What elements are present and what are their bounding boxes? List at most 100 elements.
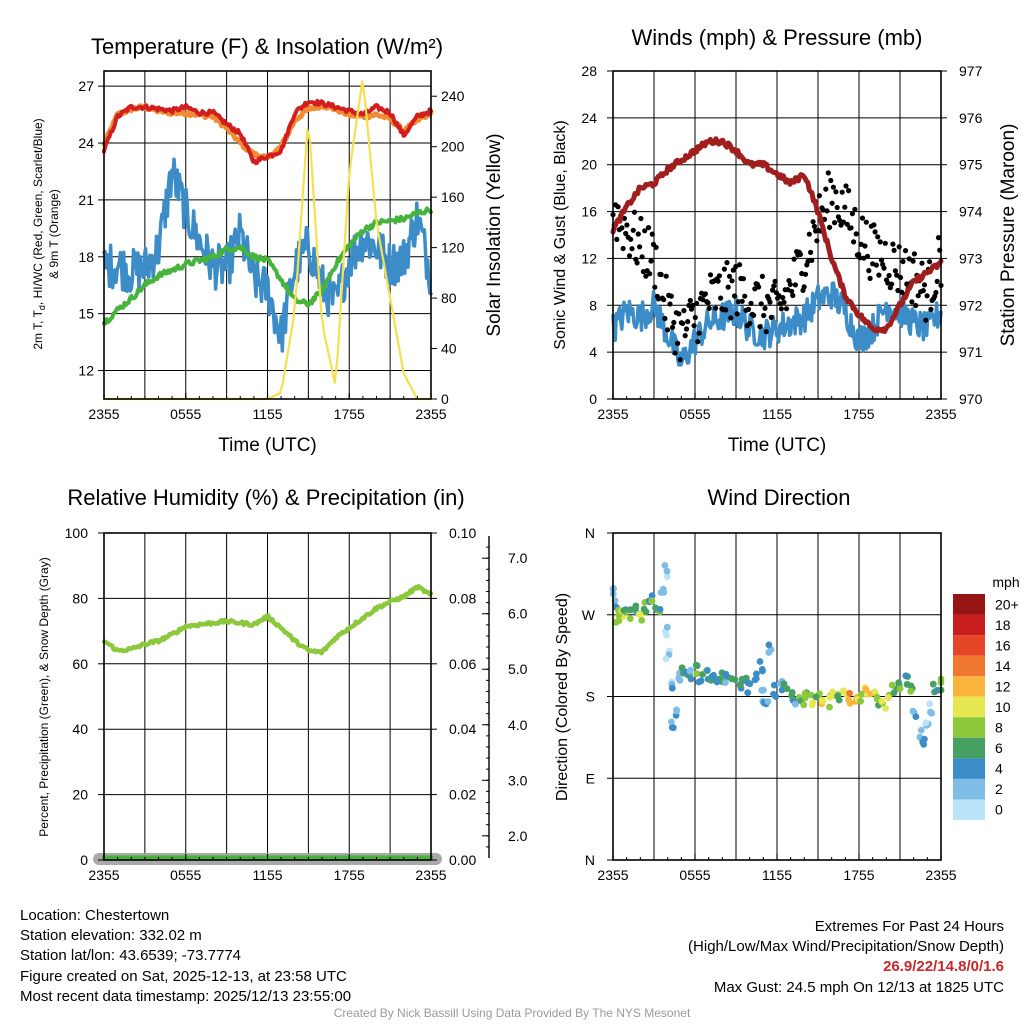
colorbar-label: 6: [995, 740, 1003, 756]
direction-point: [736, 681, 744, 689]
gust-point: [892, 268, 899, 274]
gust-point: [806, 231, 812, 237]
y-tick-label: 20: [72, 787, 88, 803]
y-tick-label: 24: [78, 135, 94, 151]
y-tick-label: 21: [78, 192, 94, 208]
y-tick-label: 12: [581, 250, 597, 266]
gust-point: [696, 330, 702, 336]
series-2m-t: [102, 98, 433, 166]
gust-point: [857, 255, 863, 261]
gust-point: [729, 278, 735, 284]
gust-point: [643, 273, 649, 279]
direction-point: [669, 724, 677, 732]
latlon-label: Station lat/lon: 43.6539; -73.7774: [20, 947, 242, 965]
gust-point: [846, 188, 852, 194]
y-right-tick-label: 200: [441, 139, 465, 155]
direction-point: [902, 672, 910, 680]
direction-point: [765, 641, 773, 649]
colorbar-swatch: [953, 676, 985, 697]
series-wind-chill: [102, 157, 433, 353]
colorbar-label: 14: [995, 658, 1011, 674]
y-tick-label: E: [586, 770, 595, 786]
gust-point: [658, 271, 664, 278]
gust-point: [637, 244, 643, 250]
direction-point: [752, 675, 760, 682]
y-axis-title-line1: 2m T, Td, HI/WC (Red, Green, Scarlet/Blu…: [31, 118, 47, 349]
created-label: Figure created on Sat, 2025-12-13, at 23…: [20, 967, 347, 985]
extremes-panel: Extremes For Past 24 Hours (High/Low/Max…: [688, 917, 1004, 998]
recent-data-label: Most recent data timestamp: 2025/12/13 2…: [20, 987, 352, 1005]
y-tick-label: 60: [72, 656, 88, 672]
gust-point: [919, 260, 925, 266]
gust-point: [891, 247, 897, 253]
gust-point: [745, 306, 752, 312]
x-tick-label: 1755: [843, 406, 874, 422]
gust-point: [808, 249, 814, 255]
direction-point: [770, 681, 778, 689]
gust-point: [628, 236, 634, 242]
gust-point: [713, 305, 719, 311]
x-tick-label: 0555: [679, 867, 710, 883]
gust-point: [935, 235, 942, 241]
y-tick-label: 12: [78, 363, 94, 379]
gust-point: [882, 240, 888, 246]
y-right-tick-label: 80: [441, 290, 457, 306]
direction-point: [663, 573, 671, 580]
gust-point: [728, 315, 734, 321]
direction-point: [846, 689, 853, 697]
gust-point: [739, 298, 745, 304]
station-info: Location: Chestertown Station elevation:…: [20, 906, 351, 1007]
y-tick-label: 20: [581, 157, 597, 173]
colorbar-label: 16: [995, 637, 1011, 653]
direction-point: [783, 685, 791, 693]
y-tick-label: 15: [78, 306, 94, 322]
y-tick-label: N: [585, 525, 595, 541]
y-tick-label: 18: [78, 249, 94, 265]
colorbar-label: 8: [995, 720, 1003, 736]
gust-point: [906, 256, 912, 262]
gust-point: [652, 284, 658, 290]
gust-point: [792, 282, 799, 288]
x-tick-label: 2355: [415, 867, 446, 883]
gust-point: [662, 315, 668, 322]
gust-point: [638, 215, 644, 222]
direction-point: [809, 699, 817, 707]
gust-point: [647, 271, 653, 277]
y-right-tick-label: 240: [441, 88, 465, 104]
direction-point: [686, 667, 694, 675]
direction-point: [917, 726, 925, 734]
x-axis-title: Time (UTC): [728, 435, 827, 456]
direction-point: [661, 562, 669, 569]
gust-point: [852, 206, 858, 212]
series-sonic-wind: [611, 281, 943, 367]
y-right-tick-label: 977: [959, 63, 983, 79]
gust-point: [756, 284, 762, 290]
x-tick-label: 2355: [415, 406, 446, 422]
gust-point: [877, 239, 883, 245]
gust-point: [623, 230, 629, 237]
gust-point: [758, 301, 764, 307]
precip-tick-label: 0.10: [449, 525, 476, 541]
gust-point: [781, 299, 787, 305]
gust-point: [630, 227, 636, 233]
direction-point: [882, 705, 889, 712]
gust-point: [881, 265, 887, 271]
gust-point: [721, 266, 728, 272]
gust-point: [810, 219, 816, 225]
gust-point: [814, 238, 820, 244]
gust-point: [635, 231, 641, 237]
direction-point: [712, 677, 720, 684]
direction-point: [620, 607, 628, 614]
gust-point: [681, 308, 687, 314]
x-tick-label: 2355: [88, 867, 119, 883]
gust-point: [832, 220, 838, 226]
gust-point: [853, 231, 859, 237]
direction-point: [642, 608, 650, 616]
gust-point: [631, 209, 638, 215]
gust-point: [828, 177, 834, 184]
direction-point: [907, 682, 915, 690]
x-tick-label: 2355: [88, 406, 119, 422]
x-tick-label: 1755: [334, 867, 365, 883]
direction-point: [890, 689, 898, 697]
gust-point: [740, 276, 747, 282]
